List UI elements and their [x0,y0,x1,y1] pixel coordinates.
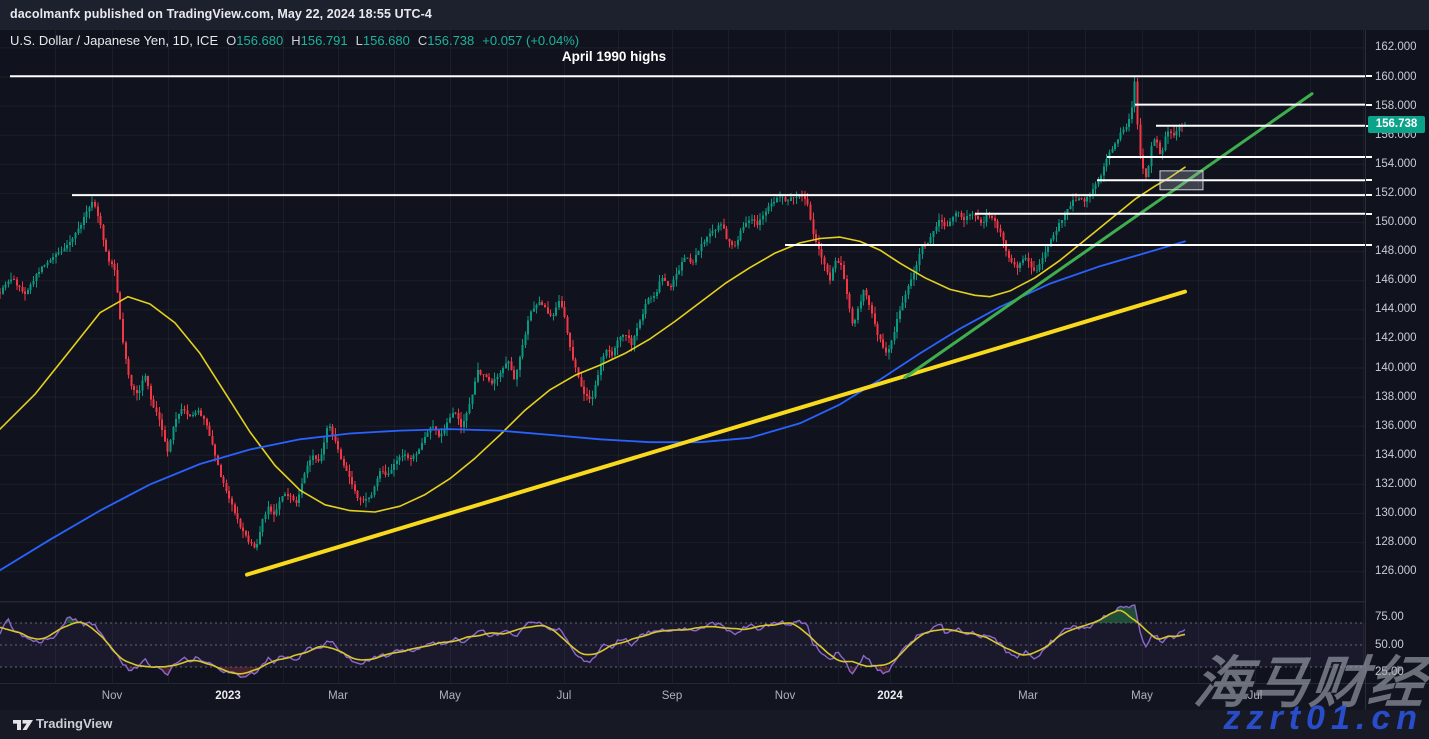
tradingview-brand[interactable]: TradingView [36,716,113,731]
symbol-title: U.S. Dollar / Japanese Yen, 1D, ICE [10,33,219,48]
level-axis-tick [1366,194,1372,197]
price-tick-label: 132.000 [1375,477,1417,490]
price-tick-label: 150.000 [1375,216,1417,228]
level-axis-tick [1366,156,1372,159]
last-price-label: 156.738 [1368,115,1425,133]
price-tick-label: 142.000 [1375,332,1417,345]
ohlc-value: 156.738 [427,33,475,48]
time-scale[interactable]: Nov 2023 Mar May Jul Sep Nov 2024 Mar May Jul [0,683,1429,711]
rising-support-yellow[interactable] [245,289,1187,577]
time-tick-label: Nov [101,690,123,702]
rising-channel-green[interactable] [903,92,1314,379]
price-tick-label: 146.000 [1375,274,1417,287]
ohlc-key: O [226,33,237,48]
time-tick-label: Jul [1247,690,1263,702]
trendlines[interactable] [245,92,1314,577]
price-tick-label: 144.000 [1375,303,1417,316]
level-axis-tick [1366,179,1372,182]
level-axis-tick [1366,75,1372,78]
moving-averages [0,166,1186,572]
time-tick-label: Mar [1018,690,1038,702]
level-axis-tick [1366,244,1372,247]
pane-separator[interactable] [0,601,1365,603]
price-tick-label: 136.000 [1375,419,1417,432]
price-tick-label: 140.000 [1375,361,1417,374]
ohlc-key: L [355,33,363,48]
price-tick-label: 126.000 [1375,565,1417,578]
price-tick-label: 154.000 [1375,157,1417,170]
level-axis-tick [1366,103,1372,106]
symbol-legend: U.S. Dollar / Japanese Yen, 1D, ICE O156.… [10,33,579,48]
time-tick-label: Mar [328,690,348,702]
rsi-ma-line [0,609,1186,675]
rsi-pane [0,604,1365,679]
ohlc-values: O156.680 H156.791 L156.680 C156.738 [218,33,474,48]
time-tick-label: 2024 [877,690,903,702]
level-axis-tick [1366,212,1372,215]
ohlc-value: 156.791 [300,33,348,48]
publish-bar: dacolmanfx published on TradingView.com,… [0,0,1429,30]
price-tick-label: 130.000 [1375,507,1417,519]
price-tick-label: 138.000 [1375,390,1417,403]
time-tick-label: Jul [556,690,572,702]
rsi-tick-label: 50.00 [1375,638,1404,651]
price-tick-label: 162.000 [1375,41,1417,54]
footer-bar: TradingView [0,710,1429,739]
price-tick-label: 148.000 [1375,245,1417,258]
time-tick-label: May [1131,690,1153,702]
price-tick-label: 134.000 [1375,448,1417,461]
candles-layer [0,76,1186,551]
change-value: +0.057 (+0.04%) [482,33,580,48]
publish-info: dacolmanfx published on TradingView.com,… [10,7,432,21]
price-scale[interactable]: 156.738 162.000 160.000 158.000 156.000 154.… [1365,30,1429,710]
ohlc-key: H [291,33,301,48]
time-tick-label: May [439,690,461,702]
chart-annotation: April 1990 highs [561,49,667,64]
price-tick-label: 128.000 [1375,536,1417,549]
price-box[interactable] [1159,170,1204,191]
tradingview-logo-icon[interactable] [12,717,34,738]
rsi-line [0,604,1186,679]
time-tick-label: Sep [661,690,683,702]
price-tick-label: 158.000 [1375,99,1417,112]
price-tick-label: 152.000 [1375,186,1417,199]
ohlc-key: C [417,33,428,48]
ohlc-value: 156.680 [362,33,410,48]
time-tick-label: Nov [774,690,796,702]
rsi-tick-label: 25.00 [1375,666,1404,678]
time-tick-label: 2023 [215,690,241,702]
chart-canvas[interactable] [0,30,1365,683]
price-tick-label: 160.000 [1375,70,1417,83]
rsi-tick-label: 75.00 [1375,611,1404,623]
grid-lines [0,30,1365,683]
horizontal-levels[interactable] [10,75,1365,247]
ohlc-value: 156.680 [236,33,284,48]
